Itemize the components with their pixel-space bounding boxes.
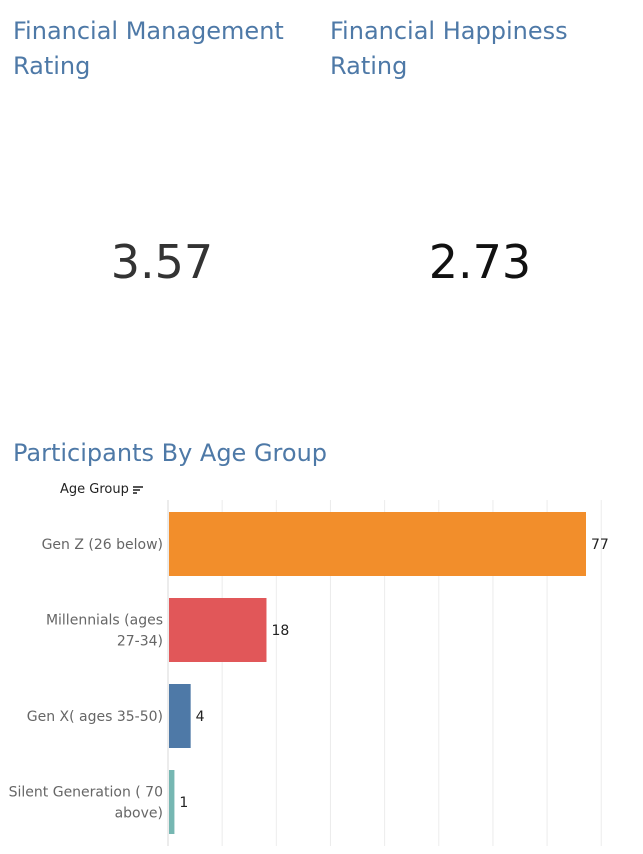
bar-value-label-1: 18 — [271, 623, 289, 639]
bar-2[interactable] — [169, 684, 191, 748]
financial-happiness-rating-value: 2.73 — [428, 235, 532, 289]
financial-management-rating-title: Financial Management Rating — [13, 17, 284, 80]
category-label-2: Gen X( ages 35-50) — [27, 709, 163, 725]
chart-value-labels: 77 18 4 1 — [179, 537, 608, 811]
participants-chart-title: Participants By Age Group — [13, 439, 328, 467]
chart-bars — [169, 512, 586, 834]
category-label-1: Millennials (ages 27-34) — [46, 613, 163, 650]
financial-management-rating-value: 3.57 — [110, 235, 214, 289]
bar-3[interactable] — [169, 770, 175, 834]
bar-value-label-0: 77 — [591, 537, 609, 553]
bar-value-label-3: 1 — [179, 795, 188, 811]
financial-happiness-rating-title: Financial Happiness Rating — [330, 17, 568, 80]
age-group-bar-chart: Gen Z (26 below) Millennials (ages 27-34) G… — [9, 500, 609, 846]
chart-category-labels: Gen Z (26 below) Millennials (ages 27-34) G… — [9, 537, 163, 822]
age-group-axis-header[interactable]: Age Group — [60, 482, 143, 497]
category-label-3: Silent Generation ( 70 above) — [9, 785, 163, 822]
age-group-axis-header-label: Age Group — [60, 482, 129, 497]
sort-descending-icon[interactable] — [132, 485, 143, 494]
category-label-0: Gen Z (26 below) — [42, 537, 163, 553]
bar-1[interactable] — [169, 598, 267, 662]
bar-value-label-2: 4 — [196, 709, 205, 725]
bar-0[interactable] — [169, 512, 586, 576]
